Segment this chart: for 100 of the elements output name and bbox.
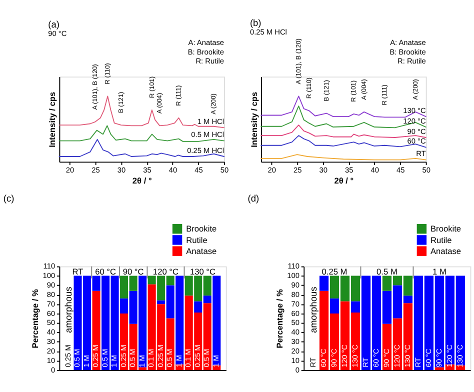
- category-label: RT: [413, 358, 422, 368]
- category-label: 120 °C: [340, 344, 349, 368]
- y-tick-label: 60: [291, 308, 300, 318]
- category-label: 0.1 M: [184, 348, 193, 368]
- annotation: amorphous: [63, 286, 74, 334]
- category-label: 1 M: [174, 354, 184, 368]
- y-tick-label: 90: [46, 280, 56, 290]
- x-tick-label: 30: [117, 165, 126, 174]
- chart-subtitle: 90 °C: [48, 28, 68, 38]
- category-label: 1 M: [137, 354, 146, 368]
- category-label: 0.5 M: [202, 348, 212, 368]
- x-tick-label: 40: [168, 165, 178, 174]
- series-label: 0.25 M HCl: [187, 146, 224, 155]
- category-label: 90 °C: [329, 348, 338, 368]
- series-label: 120 °C: [403, 116, 427, 126]
- y-tick-label: 40: [291, 328, 300, 337]
- category-label: 0.25 M: [118, 344, 128, 368]
- category-label: 0.25 M: [156, 344, 165, 368]
- chart-title: (b): [250, 18, 262, 28]
- y-tick-label: 110: [288, 262, 300, 271]
- category-label: 0.25 M: [91, 344, 100, 368]
- legend-label: Anatase: [186, 246, 218, 256]
- category-label: 120 °C: [444, 344, 454, 368]
- annotation: 60 °C: [95, 266, 116, 277]
- x-tick-label: 25: [92, 165, 100, 174]
- bar: [319, 276, 329, 291]
- x-tick-label: 45: [194, 165, 203, 174]
- x-tick-label: 20: [66, 165, 74, 174]
- x-tick-label: 35: [143, 165, 152, 174]
- category-label: 0.25 M: [192, 344, 202, 368]
- series-label: 1 M HCl: [197, 116, 224, 126]
- y-tick-label: 40: [46, 328, 56, 337]
- x-axis-title: 2θ / °: [334, 176, 354, 186]
- annotation: 0.5 M: [376, 266, 398, 277]
- y-tick-label: 50: [46, 318, 56, 328]
- y-tick-label: 0: [50, 365, 56, 374]
- category-label: 0.5 M: [72, 348, 82, 368]
- x-tick-label: 30: [319, 165, 328, 174]
- chart-title: (d): [248, 194, 260, 204]
- legend-label: Brookite: [430, 224, 462, 234]
- text: R: Rutile: [196, 56, 224, 66]
- y-tick-label: 30: [291, 337, 300, 346]
- category-label: 60 °C: [318, 348, 328, 368]
- legend-label: Rutile: [430, 234, 452, 245]
- y-tick-label: 20: [46, 346, 56, 356]
- y-tick-label: 100: [42, 271, 56, 280]
- x-tick-label: 40: [370, 165, 379, 174]
- category-label: 130 °C: [402, 344, 412, 368]
- category-label: 60 °C: [371, 348, 380, 368]
- category-label: RT: [360, 358, 370, 368]
- category-label: 1 M: [211, 354, 220, 368]
- y-tick-label: 90: [291, 280, 300, 290]
- series-label: 0.5 M HCl: [191, 130, 224, 140]
- x-tick-label: 35: [344, 165, 354, 174]
- category-label: 0.1 M: [146, 348, 156, 368]
- annotation: 120 °C: [152, 266, 178, 277]
- category-label: 1 M: [82, 354, 91, 368]
- series-label: 90 °C: [407, 126, 427, 136]
- y-tick-label: 10: [46, 356, 56, 365]
- annotation: 130 °C: [190, 266, 216, 277]
- y-tick-label: 70: [46, 299, 56, 308]
- legend-label: Brookite: [186, 224, 217, 234]
- y-axis-title: Intensity / cps: [47, 91, 58, 148]
- y-tick-label: 80: [291, 290, 300, 299]
- category-label: 90 °C: [434, 348, 444, 368]
- y-tick-label: 110: [43, 262, 56, 271]
- y-axis-title: Percentage / %: [274, 288, 285, 348]
- legend-label: Rutile: [186, 234, 208, 245]
- category-label: 90 °C: [382, 348, 391, 368]
- x-axis-title: 2θ / °: [132, 176, 152, 186]
- category-label: 130 °C: [455, 344, 464, 368]
- category-label: RT: [308, 358, 318, 368]
- category-label: 0.5 M: [128, 348, 138, 368]
- y-axis-title: Intensity / cps: [248, 91, 259, 148]
- chart-title: (c): [3, 194, 14, 204]
- category-label: 1 M: [110, 354, 119, 368]
- x-tick-label: 20: [268, 165, 276, 174]
- x-tick-label: 50: [220, 165, 229, 174]
- series-label: 60 °C: [407, 136, 427, 146]
- text: A: Anatase: [188, 38, 224, 48]
- text: B: Brookite: [188, 47, 224, 56]
- y-tick-label: 50: [291, 318, 300, 328]
- category-label: 0.5 M: [100, 348, 110, 368]
- chart-subtitle: 0.25 M HCl: [250, 27, 288, 36]
- x-tick-label: 25: [293, 165, 302, 174]
- y-tick-label: 70: [291, 299, 300, 308]
- text: A: Anatase: [390, 38, 426, 48]
- text: R: Rutile: [398, 56, 426, 66]
- series-label: 130 °C: [403, 106, 427, 115]
- category-label: 120 °C: [392, 344, 402, 368]
- annotation: amorphous: [308, 286, 318, 334]
- text: B: Brookite: [390, 47, 426, 56]
- legend-label: Anatase: [430, 246, 462, 256]
- annotation: RT: [72, 266, 84, 277]
- x-tick-label: 50: [422, 165, 430, 174]
- y-tick-label: 80: [46, 290, 56, 299]
- y-tick-label: 30: [46, 337, 56, 346]
- y-tick-label: 100: [287, 271, 300, 280]
- annotation: 1 M: [432, 266, 446, 277]
- bar: [330, 298, 340, 314]
